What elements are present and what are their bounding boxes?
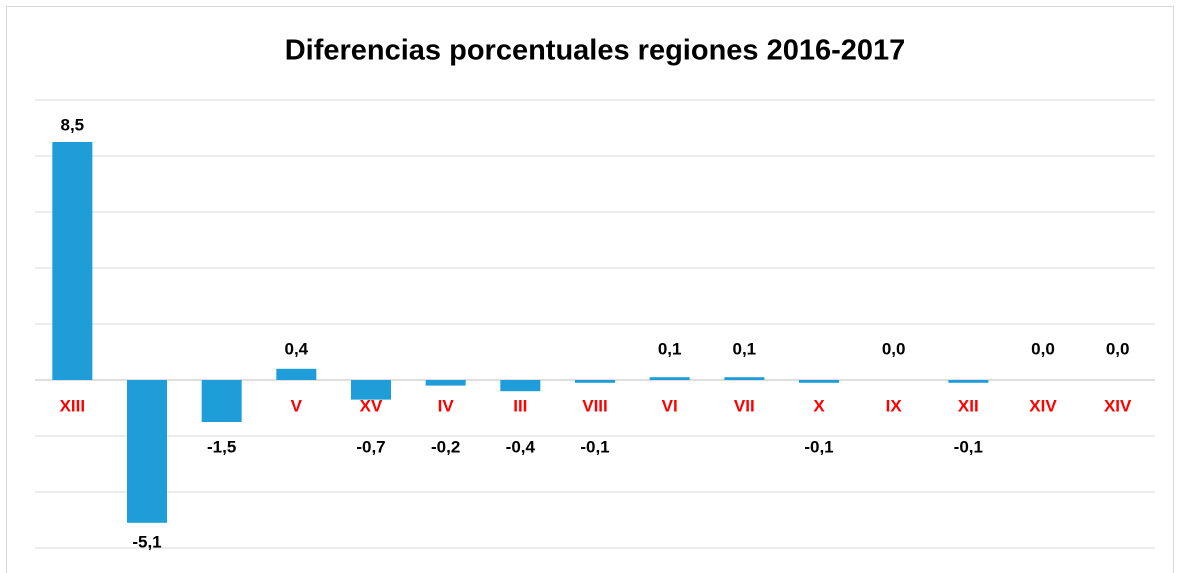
bar [649, 377, 690, 380]
value-label: 8,5 [61, 115, 85, 134]
value-label: 0,1 [733, 339, 757, 358]
value-label: 0,1 [658, 339, 682, 358]
x-tick-label: IX [886, 396, 903, 415]
bar [724, 377, 765, 380]
value-label: 0,0 [882, 339, 906, 358]
value-label: -0,2 [431, 437, 460, 456]
value-label: -0,1 [804, 437, 833, 456]
x-tick-label: XIV [1104, 396, 1132, 415]
value-label: -1,5 [207, 437, 236, 456]
value-label: 0,0 [1106, 339, 1130, 358]
value-label: -0,7 [356, 437, 385, 456]
x-tick-label: XIII [60, 396, 86, 415]
x-tick-label: VIII [582, 396, 608, 415]
x-tick-label: IV [438, 396, 455, 415]
value-label: 0,4 [285, 339, 309, 358]
bar [575, 380, 615, 383]
x-tick-label: XIV [1029, 396, 1057, 415]
bar [948, 380, 989, 383]
x-tick-label: III [513, 396, 527, 415]
chart-title: Diferencias porcentuales regiones 2016-2… [285, 35, 906, 67]
x-tick-label: XII [958, 396, 979, 415]
bar [799, 380, 839, 383]
bar [500, 380, 541, 392]
chart-frame [6, 6, 1174, 573]
value-label: -0,4 [506, 437, 536, 456]
x-tick-label: X [813, 396, 825, 415]
value-label: -0,1 [580, 437, 609, 456]
bar [201, 380, 242, 422]
bar [425, 380, 466, 386]
value-label: 0,0 [1031, 339, 1055, 358]
bar [52, 142, 93, 380]
x-tick-label: V [291, 396, 303, 415]
x-tick-label: VI [662, 396, 678, 415]
value-label: -0,1 [954, 437, 983, 456]
x-tick-label: VII [734, 396, 755, 415]
bar [351, 380, 391, 400]
bar [276, 368, 317, 380]
x-tick-label: XV [360, 396, 383, 415]
bar [127, 380, 167, 523]
value-label: -5,1 [132, 532, 161, 551]
